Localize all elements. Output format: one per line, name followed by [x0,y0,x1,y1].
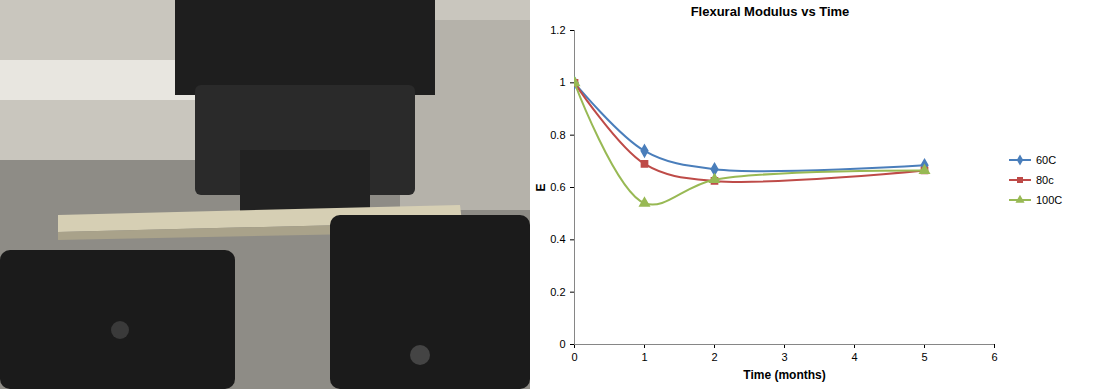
html-text:80c: 80c [1036,174,1054,186]
svg-text:4: 4 [851,351,857,363]
svg-text:1.2: 1.2 [550,24,565,36]
svg-text:0.8: 0.8 [550,129,565,141]
svg-text:0.6: 0.6 [550,181,565,193]
svg-text:0.4: 0.4 [550,233,565,245]
html-text:Flexural Modulus vs Time: Flexural Modulus vs Time [690,4,850,19]
svg-text:3: 3 [781,351,787,363]
svg-text:1: 1 [641,351,647,363]
svg-text:Time (months): Time (months) [743,368,825,382]
svg-text:6: 6 [991,351,997,363]
svg-text:E: E [534,183,548,191]
svg-text:1: 1 [559,76,565,88]
svg-text:0: 0 [571,351,577,363]
svg-text:0: 0 [559,338,565,350]
svg-text:2: 2 [711,351,717,363]
svg-text:0.2: 0.2 [550,286,565,298]
html-text:100C: 100C [1036,194,1063,206]
html-text:60C: 60C [1036,154,1057,166]
svg-text:5: 5 [921,351,927,363]
